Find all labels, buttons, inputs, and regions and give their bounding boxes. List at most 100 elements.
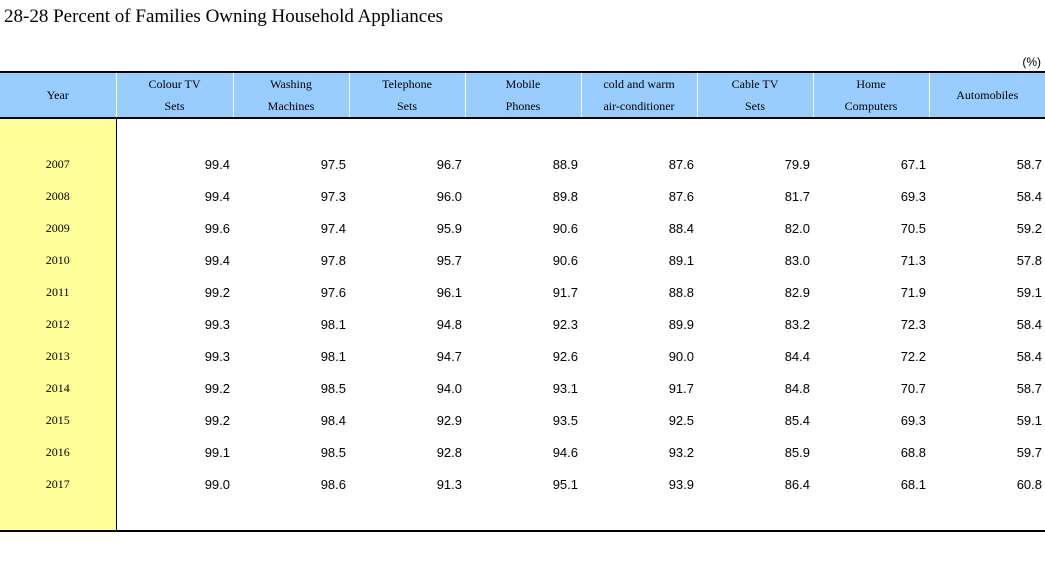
column-header-line1: Mobile xyxy=(505,77,541,91)
column-header-line2: Sets xyxy=(396,99,417,113)
value-cell: 58.7 xyxy=(1016,156,1042,172)
value-cell: 94.8 xyxy=(436,316,462,332)
value-cell: 92.3 xyxy=(552,316,578,332)
column-header-line1: Colour TV xyxy=(148,77,201,91)
value-cell: 87.6 xyxy=(668,156,694,172)
value-cell: 99.6 xyxy=(204,220,230,236)
value-cell: 99.4 xyxy=(204,188,230,204)
table-row: 2017 99.0 98.6 91.3 95.1 93.9 86.4 68.1 60.8 xyxy=(0,468,1045,500)
value-cell: 98.1 xyxy=(320,316,346,332)
value-cell: 98.6 xyxy=(320,476,346,492)
spacer-row xyxy=(0,500,1045,532)
value-cell: 67.1 xyxy=(900,156,926,172)
page-title: 28-28 Percent of Families Owning Househo… xyxy=(4,6,444,27)
value-cell: 91.7 xyxy=(552,284,578,300)
value-cell: 96.1 xyxy=(436,284,462,300)
column-header: Washing Machines xyxy=(232,71,349,119)
value-cell: 59.1 xyxy=(1016,284,1042,300)
value-cell: 58.4 xyxy=(1016,188,1042,204)
value-cell: 97.6 xyxy=(320,284,346,300)
table-row: 2015 99.2 98.4 92.9 93.5 92.5 85.4 69.3 59.1 xyxy=(0,404,1045,436)
value-cell: 93.9 xyxy=(668,476,694,492)
year-cell: 2014 xyxy=(0,372,117,404)
value-cell: 59.1 xyxy=(1016,412,1042,428)
value-cell: 89.9 xyxy=(668,316,694,332)
value-cell: 68.8 xyxy=(900,444,926,460)
value-cell: 95.1 xyxy=(552,476,578,492)
table-row: 2014 99.2 98.5 94.0 93.1 91.7 84.8 70.7 58.7 xyxy=(0,372,1045,404)
value-cell: 83.0 xyxy=(784,252,810,268)
year-cell: 2007 xyxy=(0,148,117,180)
column-header-line2: Sets xyxy=(164,99,185,113)
value-cell: 70.5 xyxy=(900,220,926,236)
value-cell: 93.2 xyxy=(668,444,694,460)
value-cell: 99.2 xyxy=(204,284,230,300)
column-header-line2: Phones xyxy=(505,99,541,113)
value-cell: 58.4 xyxy=(1016,316,1042,332)
value-cell: 60.8 xyxy=(1016,476,1042,492)
value-cell: 97.5 xyxy=(320,156,346,172)
value-cell: 99.2 xyxy=(204,412,230,428)
value-cell: 98.4 xyxy=(320,412,346,428)
value-cell: 99.4 xyxy=(204,156,230,172)
value-cell: 90.6 xyxy=(552,252,578,268)
value-cell: 92.9 xyxy=(436,412,462,428)
year-cell: 2013 xyxy=(0,340,117,372)
value-cell: 69.3 xyxy=(900,412,926,428)
value-cell: 99.3 xyxy=(204,348,230,364)
value-cell: 99.1 xyxy=(204,444,230,460)
column-header-line1: cold and warm xyxy=(603,77,675,91)
value-cell: 84.8 xyxy=(784,380,810,396)
value-cell: 82.9 xyxy=(784,284,810,300)
table-row: 2016 99.1 98.5 92.8 94.6 93.2 85.9 68.8 59.7 xyxy=(0,436,1045,468)
header-row: Year Colour TV Sets Washing Machines Telep… xyxy=(0,71,1045,119)
value-cell: 85.9 xyxy=(784,444,810,460)
value-cell: 99.3 xyxy=(204,316,230,332)
value-cell: 86.4 xyxy=(784,476,810,492)
value-cell: 88.4 xyxy=(668,220,694,236)
year-cell: 2009 xyxy=(0,212,117,244)
value-cell: 89.1 xyxy=(668,252,694,268)
value-cell: 94.7 xyxy=(436,348,462,364)
year-cell: 2008 xyxy=(0,180,117,212)
unit-label: (%) xyxy=(1022,55,1041,69)
value-cell: 99.0 xyxy=(204,476,230,492)
value-cell: 72.2 xyxy=(900,348,926,364)
column-header-line1: Telephone xyxy=(382,77,432,91)
table-row: 2013 99.3 98.1 94.7 92.6 90.0 84.4 72.2 58.4 xyxy=(0,340,1045,372)
year-cell: 2010 xyxy=(0,244,117,276)
column-header: Home Computers xyxy=(812,71,929,119)
year-cell: 2012 xyxy=(0,308,117,340)
value-cell: 83.2 xyxy=(784,316,810,332)
column-header-line1: Cable TV xyxy=(731,77,779,91)
value-cell: 90.0 xyxy=(668,348,694,364)
column-header: Year xyxy=(0,71,116,119)
value-cell: 98.1 xyxy=(320,348,346,364)
value-cell: 89.8 xyxy=(552,188,578,204)
value-cell: 91.7 xyxy=(668,380,694,396)
value-cell: 99.4 xyxy=(204,252,230,268)
value-cell: 90.6 xyxy=(552,220,578,236)
value-cell: 95.7 xyxy=(436,252,462,268)
value-cell: 93.1 xyxy=(552,380,578,396)
value-cell: 98.5 xyxy=(320,380,346,396)
value-cell: 97.3 xyxy=(320,188,346,204)
column-header: Automobiles xyxy=(928,71,1045,119)
year-cell: 2011 xyxy=(0,276,117,308)
column-header-line1: Year xyxy=(46,88,69,102)
value-cell: 88.9 xyxy=(552,156,578,172)
table-row: 2011 99.2 97.6 96.1 91.7 88.8 82.9 71.9 59.1 xyxy=(0,276,1045,308)
value-cell: 97.8 xyxy=(320,252,346,268)
value-cell: 87.6 xyxy=(668,188,694,204)
column-header-line2: Sets xyxy=(744,99,765,113)
value-cell: 71.3 xyxy=(900,252,926,268)
column-header-line2: Computers xyxy=(844,99,898,113)
value-cell: 98.5 xyxy=(320,444,346,460)
value-cell: 97.4 xyxy=(320,220,346,236)
column-header: Mobile Phones xyxy=(464,71,581,119)
value-cell: 71.9 xyxy=(900,284,926,300)
column-header: Colour TV Sets xyxy=(115,71,233,119)
value-cell: 79.9 xyxy=(784,156,810,172)
value-cell: 81.7 xyxy=(784,188,810,204)
value-cell: 94.0 xyxy=(436,380,462,396)
